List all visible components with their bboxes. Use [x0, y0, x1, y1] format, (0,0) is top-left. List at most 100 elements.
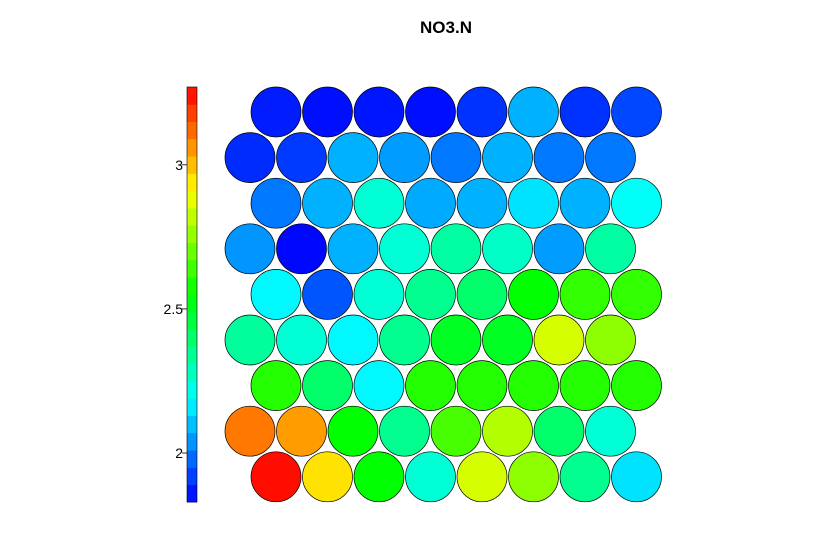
- som-unit-circle: [482, 314, 533, 366]
- som-unit-circle: [405, 269, 456, 320]
- chart-title: NO3.N: [420, 18, 472, 37]
- som-unit-circle: [559, 269, 611, 320]
- colorbar-step: [187, 467, 197, 486]
- som-unit-circle: [482, 405, 533, 457]
- som-unit-circle: [327, 223, 379, 275]
- som-unit-circle: [353, 451, 405, 503]
- som-unit-circle: [430, 132, 482, 183]
- som-unit-circle: [379, 405, 430, 457]
- som-unit-circle: [508, 360, 559, 411]
- som-unit-circle: [482, 132, 533, 183]
- colorbar-tick-label: 2.5: [164, 301, 184, 317]
- som-unit-circle: [353, 86, 405, 138]
- som-unit-circle: [250, 360, 302, 411]
- colorbar-step: [187, 277, 197, 295]
- som-unit-circle: [250, 86, 302, 138]
- som-unit-circle: [508, 451, 559, 503]
- colorbar-step: [187, 225, 197, 244]
- som-unit-circle: [559, 451, 611, 503]
- som-unit-circle: [405, 360, 456, 411]
- som-unit-circle: [276, 405, 327, 457]
- som-unit-circle: [456, 451, 508, 503]
- som-unit-circle: [482, 223, 533, 275]
- som-unit-circle: [405, 451, 456, 503]
- som-unit-circle: [508, 86, 559, 138]
- som-unit-circle: [353, 360, 405, 411]
- som-unit-circle: [224, 223, 276, 275]
- som-unit-circle: [456, 177, 508, 229]
- colorbar-step: [187, 415, 197, 434]
- som-unit-circle: [533, 223, 585, 275]
- som-unit-circle: [327, 314, 379, 366]
- colorbar-step: [187, 398, 197, 416]
- colorbar-step: [187, 208, 197, 226]
- colorbar-step: [187, 190, 197, 209]
- som-unit-circle: [585, 405, 636, 457]
- som-unit-circle: [559, 86, 611, 138]
- som-unit-circle: [533, 132, 585, 183]
- colorbar-border: [186, 86, 198, 503]
- colorbar-tick-label: 3: [175, 157, 183, 173]
- som-unit-circle: [224, 405, 276, 457]
- som-unit-circle: [405, 177, 456, 229]
- som-unit-circle: [250, 177, 302, 229]
- colorbar-step: [187, 484, 197, 503]
- colorbar-step: [187, 380, 197, 399]
- som-unit-circle: [302, 269, 353, 320]
- colorbar-step: [187, 104, 197, 122]
- som-unit-circle: [250, 269, 302, 320]
- som-unit-circle: [302, 360, 353, 411]
- som-unit-circle: [533, 314, 585, 366]
- colorbar-step: [187, 173, 197, 192]
- som-unit-circle: [585, 223, 636, 275]
- som-unit-circle: [456, 360, 508, 411]
- som-unit-circle: [224, 314, 276, 366]
- colorbar-step: [187, 311, 197, 330]
- som-unit-circle: [533, 405, 585, 457]
- som-unit-circle: [302, 177, 353, 229]
- colorbar-step: [187, 156, 197, 174]
- som-unit-circle: [559, 360, 611, 411]
- som-unit-circle: [302, 86, 353, 138]
- som-unit-circle: [611, 451, 662, 503]
- som-unit-circle: [224, 132, 276, 183]
- som-unit-circle: [276, 223, 327, 275]
- som-unit-circle: [302, 451, 353, 503]
- som-unit-circle: [559, 177, 611, 229]
- som-unit-circle: [456, 86, 508, 138]
- som-unit-circle: [353, 269, 405, 320]
- som-unit-circle: [353, 177, 405, 229]
- som-unit-circle: [585, 314, 636, 366]
- colorbar-step: [187, 87, 197, 105]
- som-unit-circle: [379, 314, 430, 366]
- som-unit-circle: [508, 177, 559, 229]
- colorbar-step: [187, 346, 197, 365]
- som-unit-circle: [611, 86, 662, 138]
- som-unit-circle: [276, 132, 327, 183]
- som-unit-circle: [430, 314, 482, 366]
- som-unit-circle: [250, 451, 302, 503]
- colorbar-step: [187, 294, 197, 313]
- colorbar-step: [187, 242, 197, 261]
- som-unit-circle: [276, 314, 327, 366]
- som-unit-circle: [405, 86, 456, 138]
- colorbar-step: [187, 329, 197, 347]
- som-unit-circle: [508, 269, 559, 320]
- som-unit-circle: [379, 223, 430, 275]
- colorbar-step: [187, 121, 197, 140]
- som-unit-circle: [611, 269, 662, 320]
- colorbar-step: [187, 259, 197, 278]
- colorbar-step: [187, 363, 197, 382]
- som-unit-circle: [611, 360, 662, 411]
- som-unit-circle: [456, 269, 508, 320]
- color-legend: 22.53: [164, 86, 198, 503]
- som-unit-circle: [585, 132, 636, 183]
- colorbar-tick-label: 2: [175, 445, 183, 461]
- som-unit-circle: [430, 405, 482, 457]
- colorbar-step: [187, 432, 197, 451]
- colorbar-step: [187, 138, 197, 157]
- som-unit-circle: [327, 405, 379, 457]
- som-unit-circle: [379, 132, 430, 183]
- hexagon-grid: [224, 86, 662, 503]
